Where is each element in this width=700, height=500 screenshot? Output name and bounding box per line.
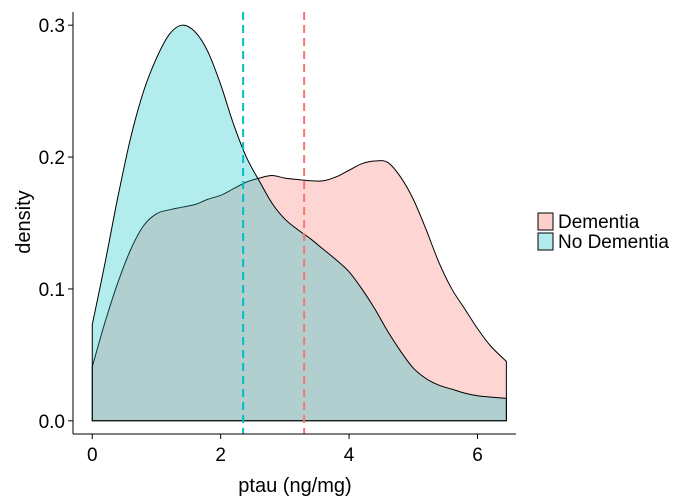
x-axis-ticks: 0 2 4 6 bbox=[87, 434, 483, 466]
y-tick-label: 0.3 bbox=[39, 16, 65, 37]
y-axis-ticks: 0.0 0.1 0.2 0.3 bbox=[39, 16, 73, 433]
y-axis-label: density bbox=[13, 190, 35, 253]
legend-label-dementia: Dementia bbox=[558, 212, 640, 233]
x-axis-label: ptau (ng/mg) bbox=[238, 475, 351, 497]
legend-label-no-dementia: No Dementia bbox=[558, 232, 669, 253]
density-area-no-dementia bbox=[91, 24, 507, 422]
density-area-dementia bbox=[91, 160, 507, 422]
y-tick-label: 0.2 bbox=[39, 148, 65, 169]
legend-swatch-dementia bbox=[537, 212, 554, 231]
y-tick-label: 0.1 bbox=[39, 280, 65, 301]
x-tick-label: 2 bbox=[215, 445, 226, 466]
y-tick-label: 0.0 bbox=[39, 412, 65, 433]
x-tick-label: 4 bbox=[344, 445, 355, 466]
plot-area bbox=[91, 12, 507, 434]
x-tick-label: 0 bbox=[87, 445, 98, 466]
legend-swatch-no-dementia bbox=[537, 232, 554, 251]
x-tick-label: 6 bbox=[472, 445, 483, 466]
